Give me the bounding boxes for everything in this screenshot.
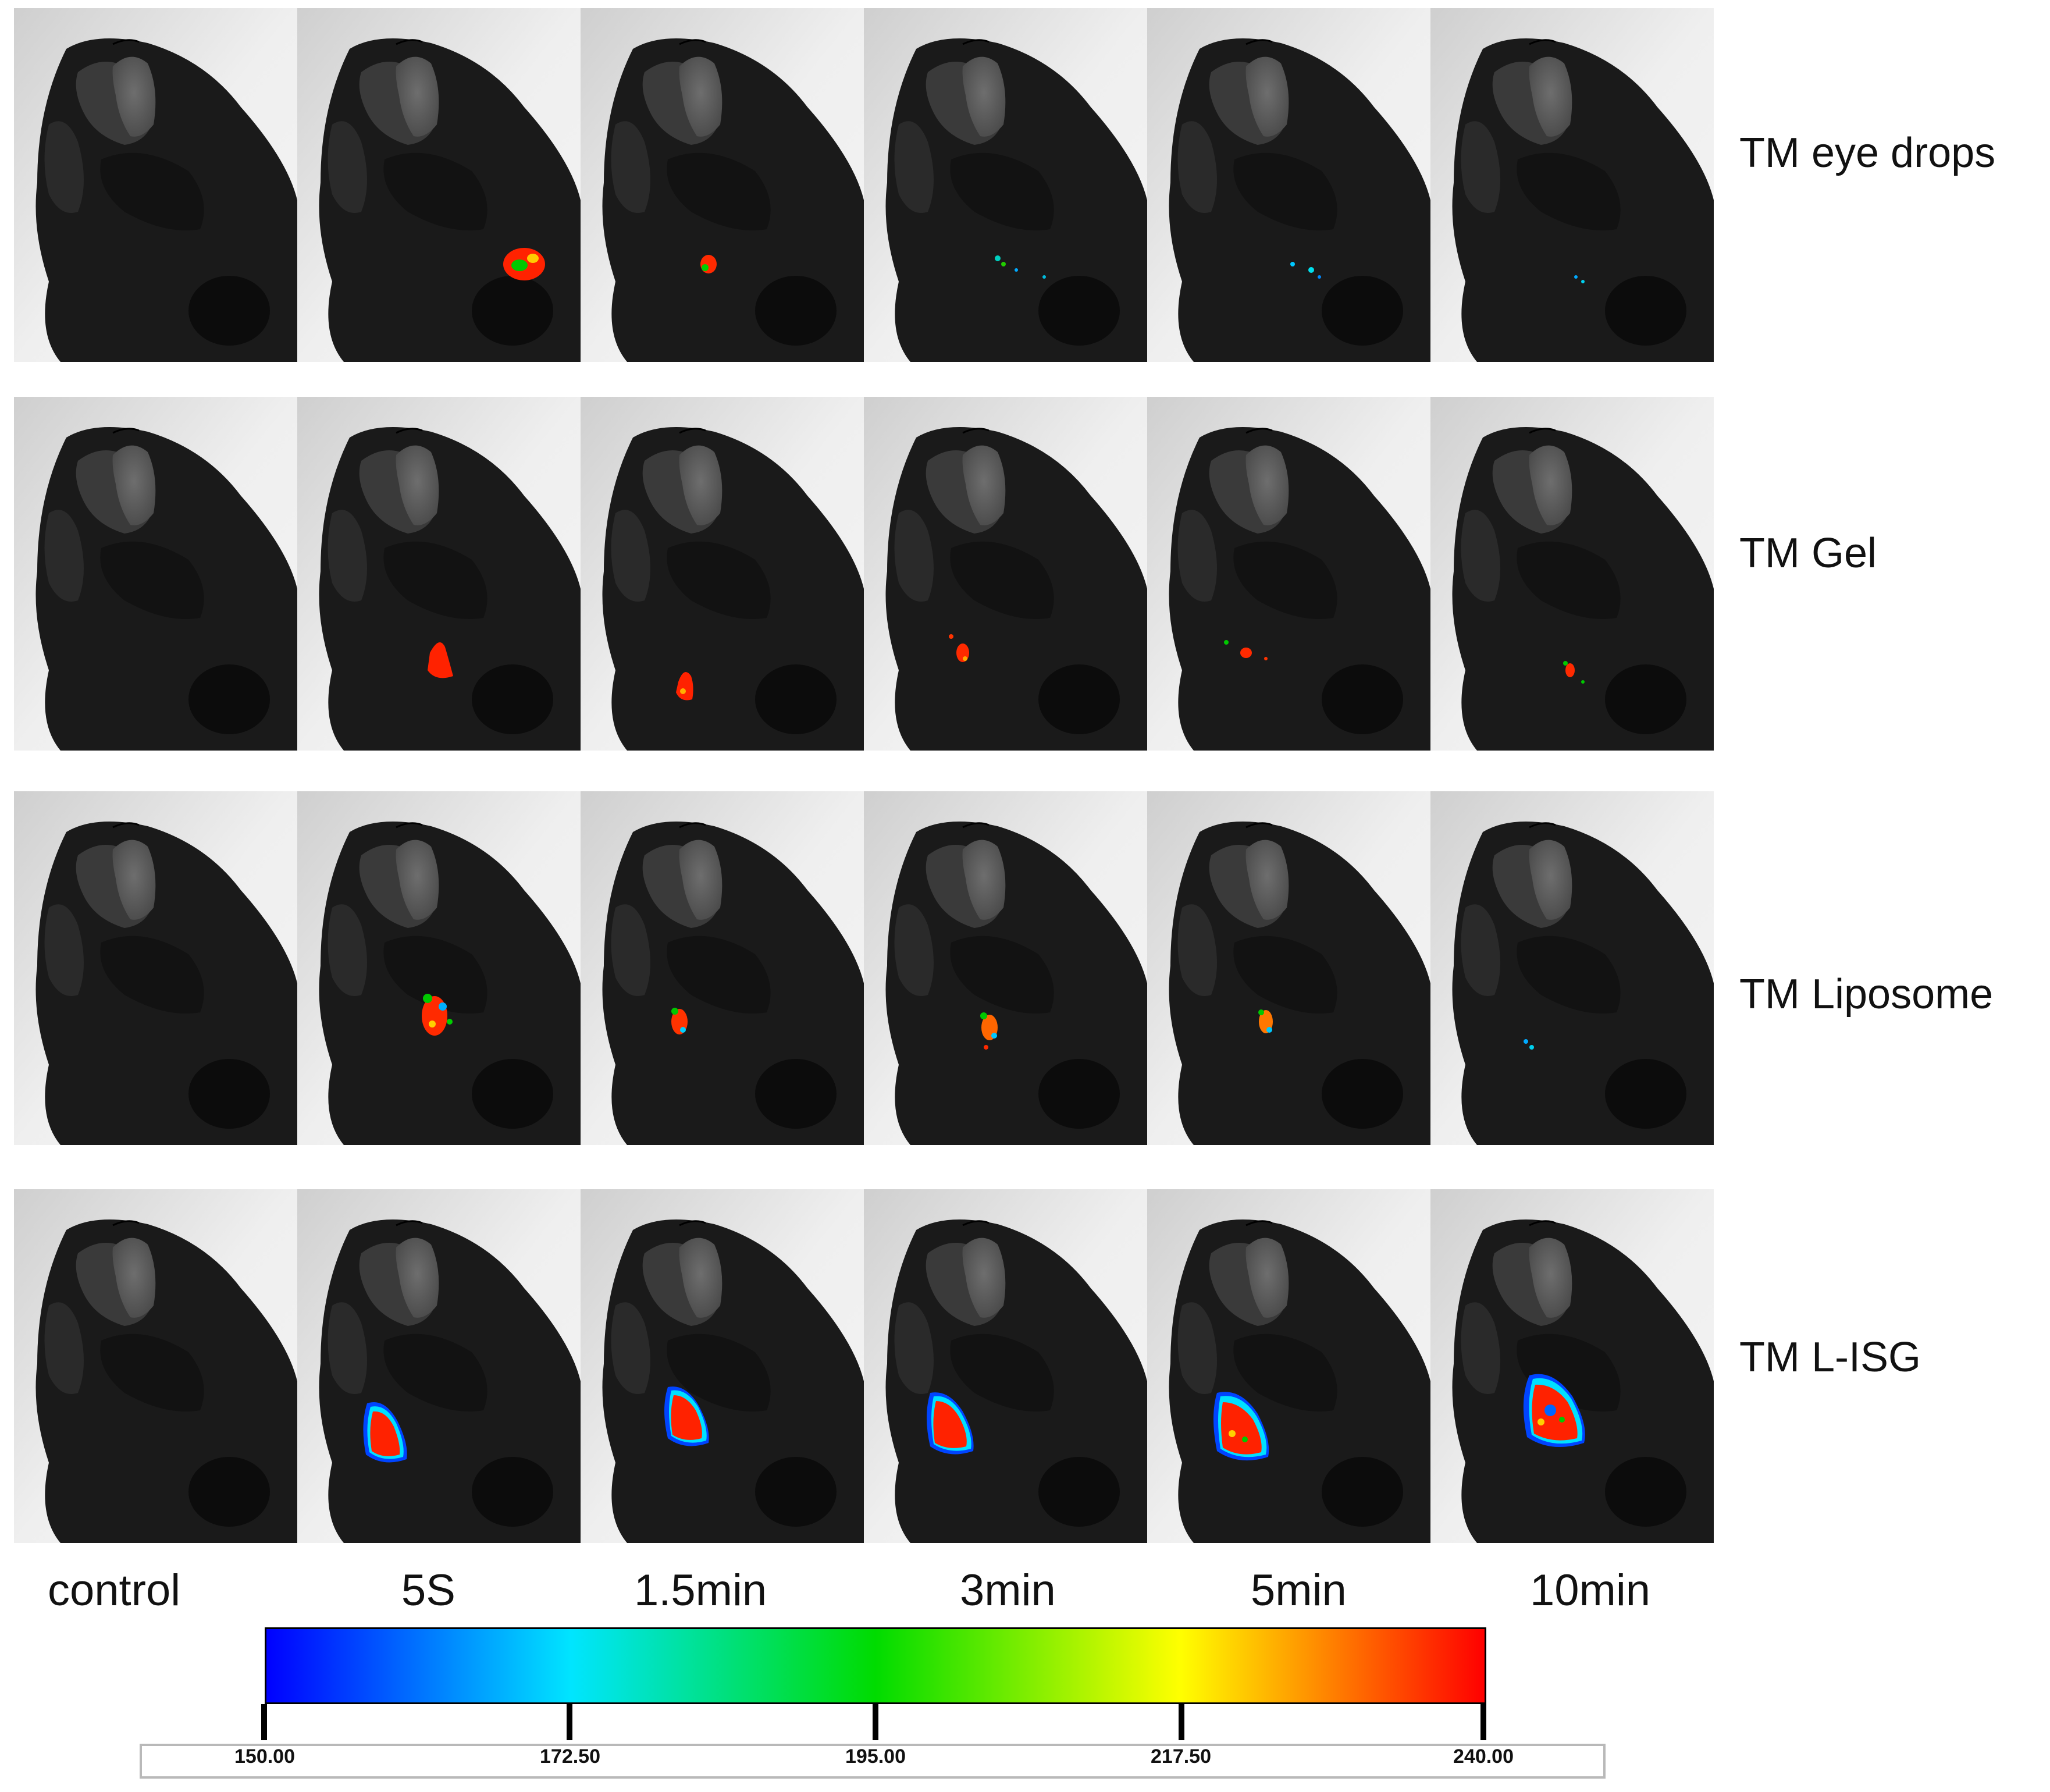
- column-label-5s: 5S: [401, 1566, 455, 1615]
- fluorescence-signal: [671, 1008, 688, 1034]
- fluorescence-signal: [503, 248, 545, 280]
- image-cell: [14, 397, 297, 751]
- image-cell: [1147, 1189, 1430, 1543]
- fluorescence-signal: [700, 255, 717, 273]
- image-cell: [1147, 397, 1430, 751]
- image-cell: [14, 1189, 297, 1543]
- row-label-tm-gel: TM Gel: [1739, 530, 1877, 577]
- image-cell: [864, 1189, 1147, 1543]
- fluorescence-signal: [363, 1402, 407, 1463]
- image-cell: [581, 1189, 864, 1543]
- colorbar-tick: [567, 1704, 572, 1740]
- intensity-colorbar: [265, 1627, 1486, 1704]
- image-cell: [1430, 8, 1714, 362]
- fluorescence-signal: [1224, 640, 1268, 660]
- column-label-3min: 3min: [960, 1566, 1056, 1615]
- image-cell: [864, 397, 1147, 751]
- image-cell: [864, 791, 1147, 1145]
- colorbar-tick-label: 217.50: [1151, 1745, 1211, 1768]
- image-cell: [864, 8, 1147, 362]
- image-cell: [581, 397, 864, 751]
- colorbar-tick-label: 195.00: [845, 1745, 906, 1768]
- image-cell: [14, 791, 297, 1145]
- fluorescence-signal: [428, 642, 453, 678]
- fluorescence-signal: [1213, 1392, 1269, 1461]
- fluorescence-signal: [1524, 1039, 1534, 1050]
- colorbar-tick: [1179, 1704, 1184, 1740]
- row-tm-l-isg: [14, 1189, 1714, 1543]
- row-tm-eye-drops: [14, 8, 1714, 362]
- colorbar-tick-label: 172.50: [540, 1745, 600, 1768]
- fluorescence-signal: [1258, 1009, 1273, 1033]
- row-tm-liposome: [14, 791, 1714, 1145]
- fluorescence-signal: [1574, 275, 1585, 283]
- image-cell: [1430, 1189, 1714, 1543]
- image-cell: [297, 791, 581, 1145]
- image-cell: [1147, 791, 1430, 1145]
- column-label-control: control: [48, 1566, 181, 1615]
- colorbar-tick: [873, 1704, 878, 1740]
- fluorescence-signal: [422, 994, 453, 1036]
- image-cell: [14, 8, 297, 362]
- image-cell: [1430, 791, 1714, 1145]
- colorbar-tick-label: 240.00: [1453, 1745, 1514, 1768]
- fluorescence-signal: [949, 634, 969, 662]
- colorbar-tick: [261, 1704, 267, 1740]
- image-cell: [1430, 397, 1714, 751]
- column-label-10min: 10min: [1530, 1566, 1650, 1615]
- fluorescence-signal: [1290, 262, 1321, 279]
- row-tm-gel: [14, 397, 1714, 751]
- colorbar-scale-box: [140, 1744, 1606, 1779]
- fluorescence-signal: [676, 671, 693, 701]
- image-cell: [297, 8, 581, 362]
- row-label-tm-eye-drops: TM eye drops: [1739, 130, 1996, 176]
- fluorescence-signal: [980, 1012, 998, 1050]
- row-label-tm-liposome: TM Liposome: [1739, 971, 1994, 1018]
- row-label-tm-l-isg: TM L-ISG: [1739, 1334, 1921, 1381]
- colorbar-tick-label: 150.00: [234, 1745, 295, 1768]
- image-cell: [297, 1189, 581, 1543]
- fluorescence-signal: [1563, 661, 1585, 684]
- fluorescence-signal: [927, 1392, 974, 1455]
- column-label-5min: 5min: [1251, 1566, 1347, 1615]
- colorbar-tick: [1480, 1704, 1486, 1740]
- image-cell: [581, 8, 864, 362]
- image-cell: [297, 397, 581, 751]
- image-cell: [1147, 8, 1430, 362]
- fluorescence-signal: [664, 1386, 709, 1446]
- fluorescence-signal: [1523, 1374, 1585, 1448]
- column-label-1-5min: 1.5min: [634, 1566, 767, 1615]
- fluorescence-signal: [995, 255, 1046, 279]
- image-cell: [581, 791, 864, 1145]
